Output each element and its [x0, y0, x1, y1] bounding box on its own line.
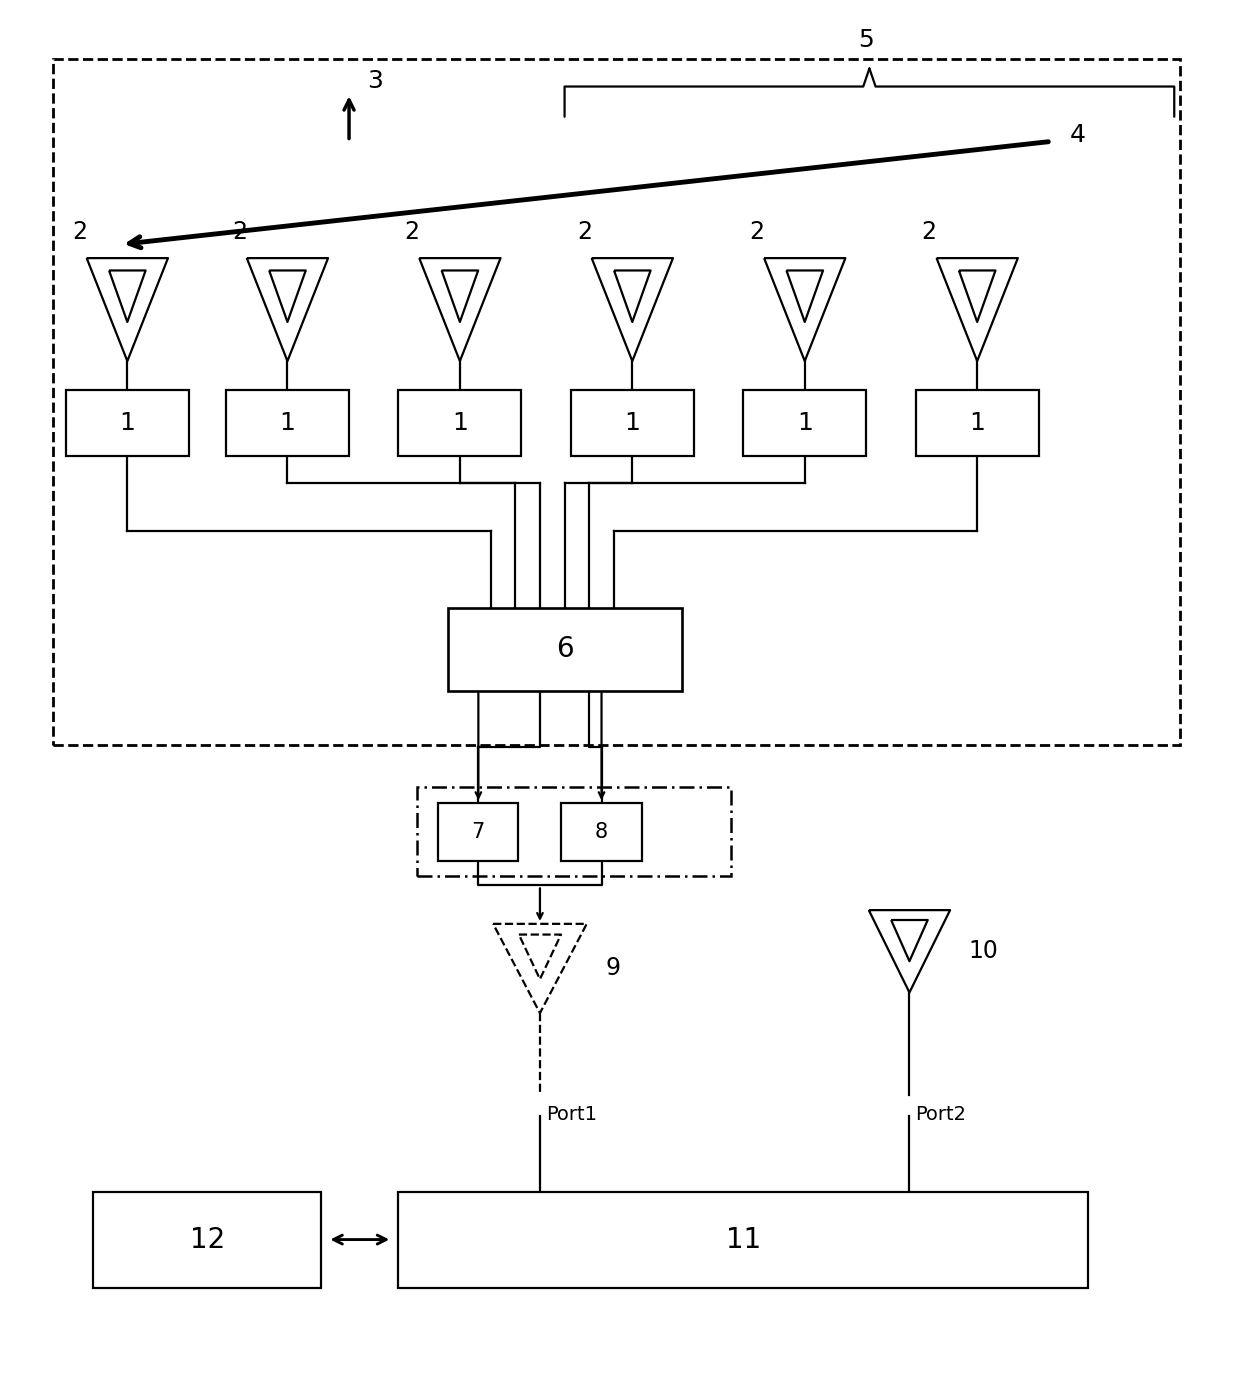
FancyBboxPatch shape	[743, 389, 867, 456]
FancyBboxPatch shape	[570, 389, 694, 456]
Text: 6: 6	[556, 635, 573, 663]
Text: 1: 1	[451, 410, 467, 435]
Text: Port1: Port1	[546, 1105, 598, 1124]
Text: 9: 9	[605, 957, 620, 981]
FancyBboxPatch shape	[417, 787, 730, 876]
FancyBboxPatch shape	[438, 804, 518, 860]
Text: 7: 7	[471, 822, 485, 842]
FancyBboxPatch shape	[93, 1192, 321, 1287]
Text: 1: 1	[970, 410, 985, 435]
Text: 5: 5	[858, 28, 874, 52]
Text: 1: 1	[279, 410, 295, 435]
FancyBboxPatch shape	[66, 389, 188, 456]
Text: 3: 3	[367, 69, 383, 94]
FancyBboxPatch shape	[562, 804, 641, 860]
Text: 10: 10	[968, 939, 998, 964]
Text: 2: 2	[921, 221, 936, 244]
FancyBboxPatch shape	[398, 1192, 1087, 1287]
Text: 1: 1	[119, 410, 135, 435]
Text: 12: 12	[190, 1225, 224, 1254]
Text: 2: 2	[72, 221, 87, 244]
FancyBboxPatch shape	[226, 389, 348, 456]
Text: 11: 11	[725, 1225, 761, 1254]
Text: 1: 1	[625, 410, 640, 435]
Text: 2: 2	[232, 221, 247, 244]
Text: 4: 4	[1070, 123, 1085, 146]
FancyBboxPatch shape	[53, 59, 1180, 746]
Text: 2: 2	[404, 221, 419, 244]
Text: 8: 8	[595, 822, 608, 842]
Text: Port2: Port2	[915, 1105, 967, 1124]
FancyBboxPatch shape	[398, 389, 522, 456]
Text: 2: 2	[749, 221, 764, 244]
FancyBboxPatch shape	[915, 389, 1039, 456]
Text: 1: 1	[797, 410, 812, 435]
Text: 2: 2	[577, 221, 591, 244]
FancyBboxPatch shape	[448, 608, 682, 690]
